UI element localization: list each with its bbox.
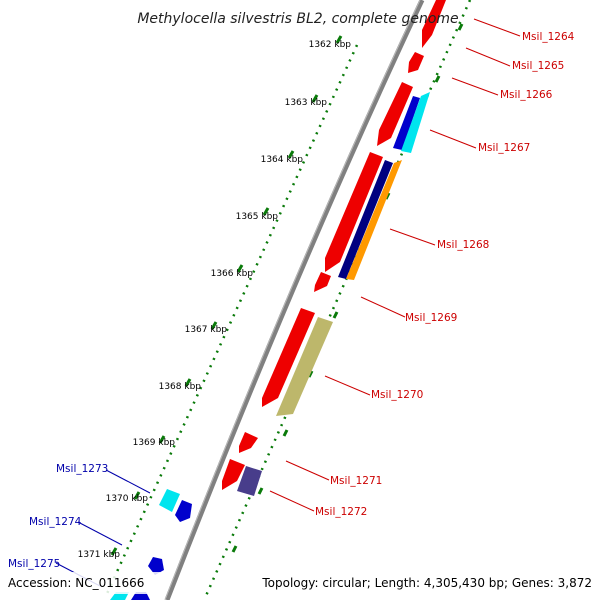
tick-label: 1368 kbp [159, 382, 202, 392]
gene-block-msil-1268-navy [338, 160, 393, 279]
gene-block-msil-1269 [314, 272, 331, 292]
gene-block-msil-1264 [422, 0, 446, 48]
gene-block-msil-1273-blue [175, 500, 192, 522]
gene-block-msil-1273-cyan [159, 489, 180, 512]
tick-label: 1370 kbp [106, 494, 149, 504]
gene-label-msil-1269[interactable]: Msil_1269 [405, 312, 457, 324]
tick-label: 1365 kbp [236, 212, 279, 222]
forward-gene-labels: Msil_1264 Msil_1265 Msil_1266 Msil_1267 … [315, 31, 575, 518]
gene-block-msil-1267-blue [393, 96, 420, 150]
gene-block-msil-1270-khaki [276, 317, 333, 416]
gene-label-msil-1271[interactable]: Msil_1271 [330, 475, 382, 487]
reverse-genes [110, 489, 192, 600]
gene-block-msil-1268-orange [346, 160, 402, 280]
gene-block-msil-1274 [148, 557, 164, 575]
tick-label: 1366 kbp [211, 269, 254, 279]
outer-tick-marks [231, 23, 464, 553]
gene-block-msil-1270-red [262, 308, 315, 407]
tick-label: 1367 kbp [185, 325, 228, 335]
gene-label-msil-1272[interactable]: Msil_1272 [315, 506, 367, 518]
gene-block-msil-1266 [377, 82, 413, 146]
gene-label-msil-1267[interactable]: Msil_1267 [478, 142, 530, 154]
tick-label: 1369 kbp [133, 438, 176, 448]
gene-label-msil-1266[interactable]: Msil_1266 [500, 89, 553, 101]
gene-block-msil-1268-red [325, 152, 383, 272]
reverse-leaders [55, 469, 151, 587]
tick-label: 1363 kbp [285, 98, 328, 108]
gene-label-msil-1274[interactable]: Msil_1274 [29, 516, 82, 528]
gene-label-msil-1264[interactable]: Msil_1264 [522, 31, 575, 43]
tick-marks [110, 35, 343, 556]
gene-label-msil-1273[interactable]: Msil_1273 [56, 463, 108, 475]
gene-label-msil-1265[interactable]: Msil_1265 [512, 60, 564, 72]
gene-label-msil-1275[interactable]: Msil_1275 [8, 558, 60, 570]
genome-backbone [164, 0, 425, 600]
reverse-gene-labels: Msil_1273 Msil_1274 Msil_1275 [8, 463, 108, 570]
map-title: Methylocella silvestris BL2, complete ge… [137, 11, 458, 27]
gene-block-msil-1267-cyan [401, 92, 430, 153]
outer-dotted-track [203, 0, 472, 599]
tick-label: 1364 kbp [261, 155, 304, 165]
tick-label: 1362 kbp [309, 40, 352, 50]
accession-text: Accession: NC_011666 [8, 576, 144, 590]
gene-block-msil-1272-red [222, 459, 245, 490]
tick-labels: 1362 kbp 1363 kbp 1364 kbp 1365 kbp 1366… [78, 40, 352, 560]
gene-block-msil-1265 [408, 52, 424, 73]
tick-label: 1371 kbp [78, 550, 121, 560]
gene-label-msil-1268[interactable]: Msil_1268 [437, 239, 489, 251]
gene-block-msil-1271 [239, 432, 258, 453]
forward-leaders [269, 18, 521, 512]
gene-label-msil-1270[interactable]: Msil_1270 [371, 389, 423, 401]
gene-block-msil-1272-slate [237, 466, 262, 496]
summary-text: Topology: circular; Length: 4,305,430 bp… [261, 576, 592, 590]
forward-genes [222, 0, 446, 496]
